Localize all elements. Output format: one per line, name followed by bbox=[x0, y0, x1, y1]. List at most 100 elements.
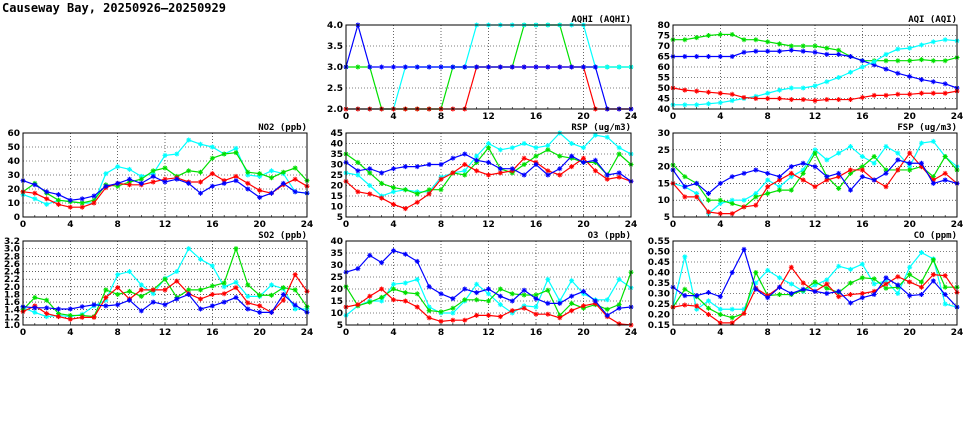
y-tick-label: 0 bbox=[14, 213, 20, 223]
data-point bbox=[930, 180, 936, 186]
data-point bbox=[616, 145, 622, 151]
y-tick-label: 0.15 bbox=[648, 321, 670, 331]
data-point bbox=[871, 160, 877, 166]
chart-o3: O3 (ppb) 5 10 15 20 25 30 35 40 0 4 8 12 16 20 24 bbox=[330, 231, 637, 338]
y-tick-label: 2.8 bbox=[4, 252, 20, 262]
data-point bbox=[198, 306, 203, 312]
y-tick-label: 1.4 bbox=[4, 306, 20, 316]
data-point bbox=[848, 170, 853, 176]
data-point bbox=[545, 143, 551, 149]
data-point bbox=[545, 276, 551, 282]
data-point bbox=[32, 309, 38, 315]
data-point bbox=[788, 291, 794, 296]
data-point bbox=[162, 302, 168, 308]
data-point bbox=[883, 170, 889, 176]
data-point bbox=[717, 211, 723, 217]
data-point bbox=[462, 317, 468, 323]
x-tick-label: 16 bbox=[530, 112, 543, 122]
series-0 bbox=[20, 246, 310, 320]
data-point bbox=[198, 169, 203, 175]
data-point bbox=[257, 194, 263, 200]
data-point bbox=[509, 308, 515, 314]
data-point bbox=[450, 170, 456, 176]
data-point bbox=[391, 286, 396, 292]
data-point bbox=[44, 297, 50, 303]
data-point bbox=[616, 170, 622, 176]
y-tick-label: 75 bbox=[657, 32, 670, 42]
data-point bbox=[717, 90, 723, 96]
data-point bbox=[414, 164, 420, 170]
data-point bbox=[44, 201, 50, 207]
data-point bbox=[91, 197, 97, 203]
data-point bbox=[812, 98, 818, 104]
data-point bbox=[919, 164, 924, 170]
x-tick-label: 0 bbox=[670, 220, 676, 230]
data-point bbox=[426, 315, 432, 321]
data-point bbox=[257, 187, 263, 193]
data-point bbox=[895, 150, 901, 156]
data-point bbox=[895, 157, 901, 163]
data-point bbox=[942, 301, 948, 307]
x-tick-label: 16 bbox=[530, 220, 543, 230]
data-point bbox=[942, 154, 948, 160]
data-point bbox=[569, 308, 575, 314]
x-tick-label: 12 bbox=[482, 328, 495, 338]
y-tick-label: 0.30 bbox=[648, 290, 670, 300]
data-point bbox=[895, 46, 901, 52]
data-point bbox=[450, 305, 456, 311]
data-point bbox=[871, 281, 877, 287]
y-tick-label: 60 bbox=[7, 129, 20, 139]
data-point bbox=[930, 58, 936, 64]
x-tick-label: 12 bbox=[809, 220, 822, 230]
data-point bbox=[616, 302, 622, 308]
data-point bbox=[569, 64, 575, 70]
data-point bbox=[79, 204, 85, 210]
y-tick-label: 45 bbox=[330, 129, 343, 139]
data-point bbox=[717, 306, 723, 312]
x-tick-label: 8 bbox=[438, 112, 444, 122]
data-point bbox=[209, 283, 215, 289]
x-tick-label: 24 bbox=[951, 112, 964, 122]
data-point bbox=[581, 288, 586, 294]
y-tick-label: 80 bbox=[657, 21, 670, 31]
data-point bbox=[883, 285, 889, 291]
data-point bbox=[824, 277, 830, 283]
data-point bbox=[462, 297, 468, 303]
data-point bbox=[919, 250, 924, 256]
data-point bbox=[162, 179, 168, 185]
data-point bbox=[706, 54, 711, 59]
data-point bbox=[233, 145, 239, 151]
data-point bbox=[919, 284, 924, 290]
data-point bbox=[426, 187, 432, 193]
data-point bbox=[581, 155, 586, 161]
y-tick-label: 2.6 bbox=[4, 260, 20, 270]
x-tick-label: 4 bbox=[67, 220, 73, 230]
data-point bbox=[426, 304, 432, 310]
data-point bbox=[426, 191, 432, 197]
data-point bbox=[729, 91, 735, 97]
data-point bbox=[257, 292, 263, 298]
data-point bbox=[859, 58, 865, 64]
y-tick-label: 15 bbox=[657, 179, 670, 189]
data-point bbox=[907, 167, 913, 173]
data-point bbox=[56, 311, 61, 317]
data-point bbox=[942, 170, 948, 176]
x-tick-label: 24 bbox=[625, 220, 638, 230]
data-point bbox=[545, 168, 551, 174]
data-point bbox=[729, 31, 735, 37]
y-tick-label: 3.0 bbox=[327, 63, 343, 73]
data-point bbox=[753, 270, 759, 275]
data-point bbox=[67, 197, 73, 203]
y-tick-label: 1.6 bbox=[4, 298, 20, 308]
x-tick-label: 12 bbox=[809, 112, 822, 122]
data-point bbox=[162, 176, 168, 182]
data-point bbox=[942, 292, 948, 298]
data-point bbox=[557, 166, 563, 172]
data-point bbox=[859, 164, 865, 170]
data-point bbox=[474, 281, 480, 287]
data-point bbox=[233, 173, 239, 179]
data-point bbox=[942, 177, 948, 183]
data-point bbox=[883, 92, 889, 98]
data-point bbox=[919, 160, 924, 166]
